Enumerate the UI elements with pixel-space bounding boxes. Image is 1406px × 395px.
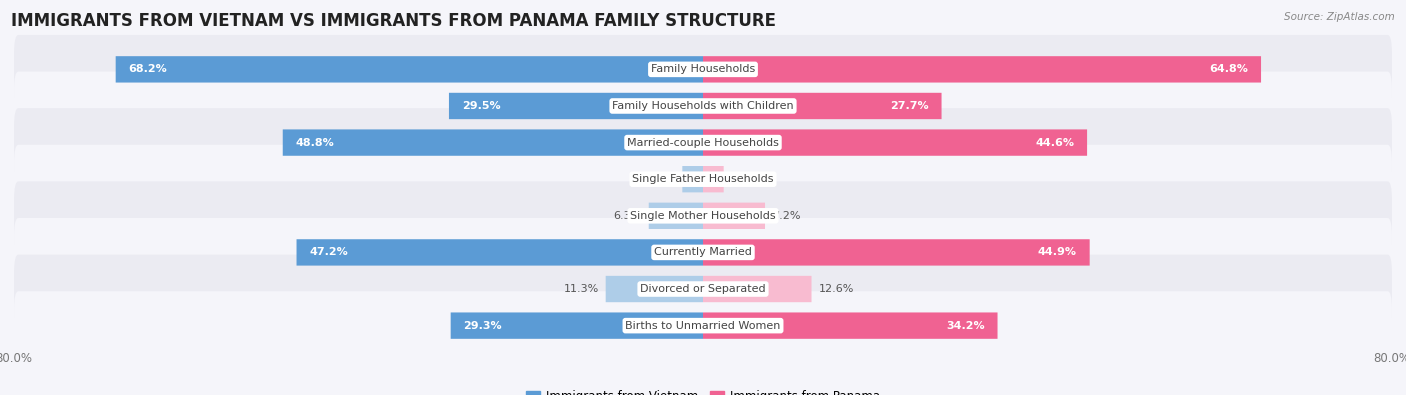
FancyBboxPatch shape (606, 276, 703, 302)
Text: 12.6%: 12.6% (818, 284, 853, 294)
FancyBboxPatch shape (297, 239, 703, 265)
Text: 6.3%: 6.3% (613, 211, 643, 221)
Text: 29.5%: 29.5% (461, 101, 501, 111)
FancyBboxPatch shape (14, 108, 1392, 177)
FancyBboxPatch shape (682, 166, 703, 192)
Text: 7.2%: 7.2% (772, 211, 800, 221)
FancyBboxPatch shape (703, 239, 1090, 265)
FancyBboxPatch shape (14, 218, 1392, 287)
Text: Family Households: Family Households (651, 64, 755, 74)
FancyBboxPatch shape (449, 93, 703, 119)
Text: Divorced or Separated: Divorced or Separated (640, 284, 766, 294)
FancyBboxPatch shape (703, 56, 1261, 83)
FancyBboxPatch shape (14, 145, 1392, 214)
Text: Births to Unmarried Women: Births to Unmarried Women (626, 321, 780, 331)
Text: Family Households with Children: Family Households with Children (612, 101, 794, 111)
Text: 44.9%: 44.9% (1038, 247, 1077, 258)
FancyBboxPatch shape (703, 93, 942, 119)
Text: 48.8%: 48.8% (295, 137, 335, 148)
Legend: Immigrants from Vietnam, Immigrants from Panama: Immigrants from Vietnam, Immigrants from… (522, 385, 884, 395)
Text: Currently Married: Currently Married (654, 247, 752, 258)
Text: 2.4%: 2.4% (647, 174, 675, 184)
Text: 2.4%: 2.4% (731, 174, 759, 184)
Text: Married-couple Households: Married-couple Households (627, 137, 779, 148)
FancyBboxPatch shape (648, 203, 703, 229)
Text: 47.2%: 47.2% (309, 247, 349, 258)
FancyBboxPatch shape (703, 130, 1087, 156)
Text: 11.3%: 11.3% (564, 284, 599, 294)
FancyBboxPatch shape (115, 56, 703, 83)
Text: 34.2%: 34.2% (946, 321, 984, 331)
Text: Single Father Households: Single Father Households (633, 174, 773, 184)
FancyBboxPatch shape (14, 181, 1392, 250)
Text: 27.7%: 27.7% (890, 101, 928, 111)
Text: 68.2%: 68.2% (128, 64, 167, 74)
FancyBboxPatch shape (283, 130, 703, 156)
Text: 64.8%: 64.8% (1209, 64, 1249, 74)
Text: Single Mother Households: Single Mother Households (630, 211, 776, 221)
Text: Source: ZipAtlas.com: Source: ZipAtlas.com (1284, 12, 1395, 22)
FancyBboxPatch shape (703, 166, 724, 192)
FancyBboxPatch shape (703, 203, 765, 229)
Text: 29.3%: 29.3% (464, 321, 502, 331)
FancyBboxPatch shape (703, 312, 997, 339)
FancyBboxPatch shape (451, 312, 703, 339)
FancyBboxPatch shape (14, 291, 1392, 360)
FancyBboxPatch shape (14, 71, 1392, 140)
FancyBboxPatch shape (703, 276, 811, 302)
Text: 44.6%: 44.6% (1035, 137, 1074, 148)
FancyBboxPatch shape (14, 35, 1392, 104)
FancyBboxPatch shape (14, 255, 1392, 324)
Text: IMMIGRANTS FROM VIETNAM VS IMMIGRANTS FROM PANAMA FAMILY STRUCTURE: IMMIGRANTS FROM VIETNAM VS IMMIGRANTS FR… (11, 12, 776, 30)
